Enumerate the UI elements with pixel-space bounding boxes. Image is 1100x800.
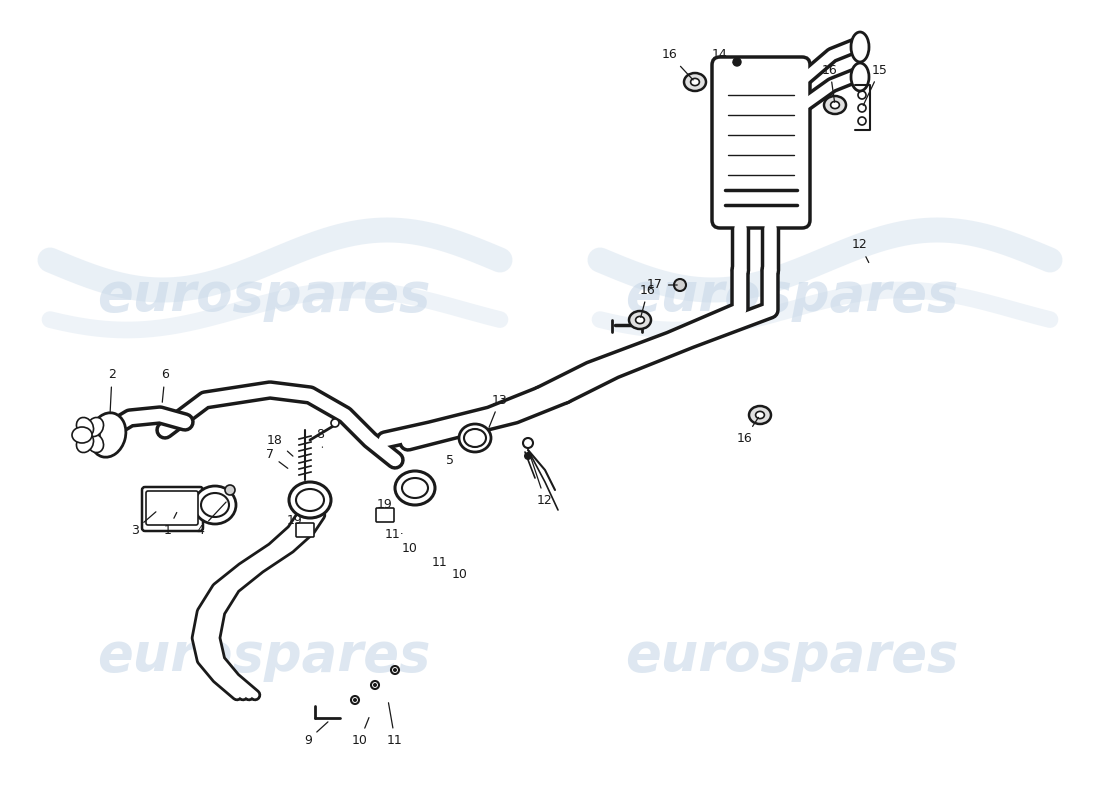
Text: 17: 17 [647,278,678,291]
Circle shape [331,419,339,427]
Circle shape [393,668,397,672]
Ellipse shape [756,411,764,418]
Text: 10: 10 [403,542,418,554]
Ellipse shape [289,482,331,518]
Circle shape [371,681,380,689]
Ellipse shape [851,63,869,91]
Ellipse shape [395,471,434,505]
FancyBboxPatch shape [376,508,394,522]
Ellipse shape [87,434,103,453]
Ellipse shape [691,78,700,86]
Text: 11: 11 [387,702,403,746]
Text: 18: 18 [267,434,293,456]
Text: 3: 3 [131,512,156,537]
Text: 2: 2 [108,369,115,412]
Ellipse shape [80,427,100,443]
Circle shape [524,452,532,460]
Ellipse shape [77,434,94,453]
Ellipse shape [459,424,491,452]
FancyBboxPatch shape [142,487,204,531]
Circle shape [351,696,359,704]
Text: 6: 6 [161,369,169,402]
Ellipse shape [90,413,125,458]
Ellipse shape [402,478,428,498]
Text: 13: 13 [490,394,508,427]
Text: 4: 4 [196,502,227,537]
Circle shape [733,58,741,66]
Text: 10: 10 [452,569,468,582]
Ellipse shape [749,406,771,424]
Ellipse shape [72,427,92,443]
Ellipse shape [87,418,103,437]
Ellipse shape [636,316,645,323]
Text: 11·: 11· [385,529,405,542]
Text: 12: 12 [852,238,869,262]
Text: 10: 10 [352,718,368,746]
Circle shape [226,485,235,495]
Text: 16: 16 [640,283,656,318]
FancyBboxPatch shape [296,523,314,537]
Circle shape [390,666,399,674]
Text: 19: 19 [377,498,393,511]
Ellipse shape [684,73,706,91]
Text: 14: 14 [712,49,735,63]
Text: 11: 11 [432,555,448,569]
Ellipse shape [194,486,236,524]
Ellipse shape [629,311,651,329]
Ellipse shape [296,489,324,511]
Text: 9: 9 [304,722,328,746]
Text: 16: 16 [822,63,838,102]
Text: 16: 16 [737,418,759,445]
Text: eurospares: eurospares [97,270,431,322]
Text: 19: 19 [287,514,303,526]
FancyBboxPatch shape [146,491,198,525]
Circle shape [353,698,358,702]
Text: eurospares: eurospares [625,630,959,682]
Text: 5: 5 [446,454,454,466]
Text: 12: 12 [531,458,553,506]
Ellipse shape [77,418,94,437]
Text: 7: 7 [266,449,288,468]
Ellipse shape [851,32,869,62]
Text: eurospares: eurospares [625,270,959,322]
Ellipse shape [830,102,839,109]
Ellipse shape [824,96,846,114]
Text: 1: 1 [164,513,177,537]
Text: 16: 16 [662,49,693,80]
Circle shape [674,279,686,291]
Ellipse shape [201,493,229,517]
Text: 15: 15 [864,63,888,106]
Circle shape [373,683,377,687]
Text: eurospares: eurospares [97,630,431,682]
Ellipse shape [464,429,486,447]
Text: 8: 8 [316,429,324,447]
FancyBboxPatch shape [712,57,810,228]
